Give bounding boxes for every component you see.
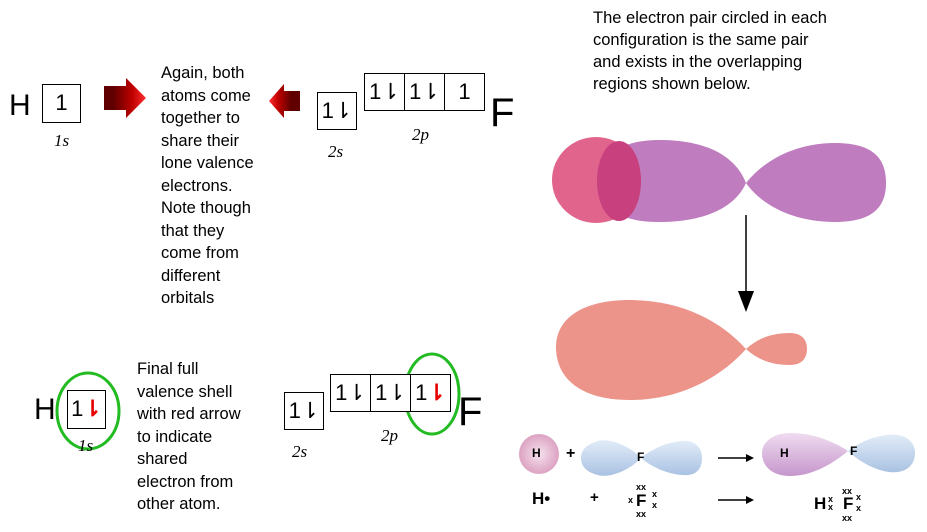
bonded-orbital <box>556 300 807 400</box>
left-arrow-icon <box>269 84 300 118</box>
svg-text:x: x <box>628 495 633 505</box>
f-orbital-left <box>581 440 641 476</box>
svg-text:x: x <box>828 494 833 504</box>
f-2p-label-bottom: 2p <box>381 426 398 445</box>
lewis-f: F <box>636 491 647 510</box>
explanation-text: The electron pair circled in each config… <box>593 9 827 93</box>
eq-f-label: F <box>637 450 645 464</box>
f-2s-box-bottom: 1⇂ <box>284 392 324 430</box>
overlap-orbital-diagram <box>552 137 886 223</box>
f-symbol-bottom: F <box>458 390 483 434</box>
svg-text:x: x <box>856 492 861 502</box>
hf-orbital-left <box>762 433 848 476</box>
f-2p-box-2-top: 1⇂ <box>404 73 445 111</box>
top-middle-text: Again, both atoms come together to share… <box>161 64 254 307</box>
h-symbol-top: H <box>9 89 31 122</box>
down-arrow-icon <box>738 215 754 312</box>
f-2s-label-bottom: 2s <box>292 442 308 461</box>
eq-h-label: H <box>532 446 541 460</box>
f-2p-box-3-bottom: 1⇂ <box>410 374 451 412</box>
lewis-prod-h: H <box>814 494 827 513</box>
svg-text:x: x <box>652 500 657 510</box>
h-1s-box-top: 1 <box>42 84 81 123</box>
svg-text:x: x <box>828 502 833 512</box>
green-circle-h <box>55 371 121 451</box>
h-1s-box-bottom: 1⇂ <box>67 390 106 429</box>
svg-text:xx: xx <box>636 482 646 492</box>
f-2p-box-1-top: 1⇂ <box>364 73 405 111</box>
hf-orbital-right <box>848 434 915 473</box>
f-2p-box-2-bottom: 1⇂ <box>370 374 411 412</box>
f-2s-box-top: 1⇂ <box>317 92 357 130</box>
reaction-arrow-icon <box>746 454 754 462</box>
f-2p-box-1-bottom: 1⇂ <box>330 374 371 412</box>
svg-text:x: x <box>652 489 657 499</box>
right-arrow-icon <box>104 78 146 118</box>
h-atom-ball <box>519 434 559 474</box>
overlap-region <box>597 141 641 221</box>
svg-text:xx: xx <box>842 513 852 523</box>
reaction-orbitals <box>519 433 915 476</box>
h-1s-label-top: 1s <box>54 131 70 150</box>
svg-text:xx: xx <box>842 486 852 496</box>
h-symbol-bottom: H <box>34 393 56 426</box>
p-orbital-right-lobe <box>746 143 886 222</box>
f-symbol-top: F <box>490 91 515 135</box>
f-2p-label-top: 2p <box>412 125 429 144</box>
h-1s-label-bottom: 1s <box>78 436 94 455</box>
lewis-h: H• <box>532 489 551 508</box>
lewis-electron-dots: xx xx x x x xx xx x x x x <box>628 482 861 523</box>
svg-text:x: x <box>856 503 861 513</box>
eq-plus: + <box>566 445 576 462</box>
prod-f-label: F <box>850 444 858 458</box>
f-2p-box-3-top: 1 <box>444 73 485 111</box>
lewis-arrow-icon <box>718 496 754 504</box>
lewis-prod-f: F <box>843 494 854 513</box>
lewis-plus: + <box>590 489 599 506</box>
svg-text:xx: xx <box>636 509 646 519</box>
final-text: Final full valence shell with red arrow … <box>137 360 241 513</box>
f-2s-label-top: 2s <box>328 142 344 161</box>
f-orbital-right <box>641 440 702 476</box>
prod-h-label: H <box>780 446 789 460</box>
